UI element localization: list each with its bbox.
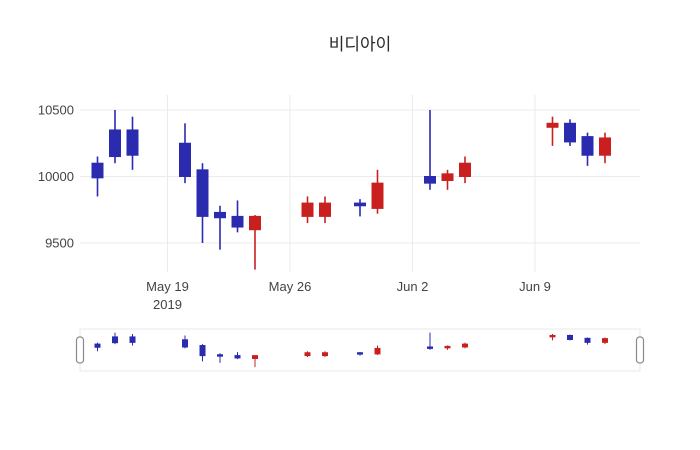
rs-candle-2019-05-20 — [182, 335, 188, 349]
rs-candle-2019-06-12 — [584, 337, 591, 345]
candle-body — [301, 202, 314, 217]
candle-2019-05-22 — [214, 205, 226, 250]
plot-area — [80, 95, 640, 272]
candle-body — [546, 122, 559, 128]
rs-candle-2019-06-11 — [567, 334, 573, 341]
candle-body — [371, 182, 384, 209]
rs-candle-2019-05-17 — [129, 334, 136, 346]
x-tick-label: May 19 — [146, 279, 189, 294]
candle-body — [319, 202, 331, 217]
chart-title: 비디아이 — [328, 35, 392, 54]
candle-2019-05-15 — [91, 156, 104, 197]
rs-candle-body — [322, 352, 328, 357]
rs-candle-body — [602, 338, 608, 343]
x-tick-label: Jun 9 — [519, 279, 551, 294]
range-slider-track[interactable] — [79, 328, 641, 372]
rs-candle-body — [234, 355, 241, 359]
candle-2019-05-30 — [354, 199, 366, 217]
candle-2019-05-17 — [126, 116, 139, 170]
y-tick-label: 10000 — [38, 169, 74, 184]
candle-body — [599, 137, 611, 156]
range-slider-handle-left[interactable] — [75, 336, 85, 364]
candle-2019-06-13 — [599, 132, 611, 164]
rs-candle-body — [304, 352, 311, 357]
candle-body — [459, 162, 471, 177]
candle-2019-06-05 — [459, 156, 471, 184]
candle-2019-06-10 — [546, 116, 559, 146]
candle-body — [179, 142, 191, 177]
rs-candle-2019-06-05 — [462, 342, 468, 349]
rs-candle-body — [444, 345, 451, 349]
candle-2019-05-20 — [179, 123, 191, 184]
candle-2019-06-03 — [424, 110, 436, 190]
rs-candle-body — [199, 345, 206, 357]
candle-body — [109, 129, 121, 158]
candle-2019-05-31 — [371, 169, 384, 214]
rs-candle-body — [374, 347, 381, 355]
rs-candle-body — [567, 334, 573, 340]
candle-2019-05-21 — [196, 163, 209, 243]
rs-candle-body — [584, 337, 591, 343]
rs-candle-2019-05-31 — [374, 345, 381, 356]
rs-candle-body — [217, 354, 223, 357]
x-tick-year-label: 2019 — [153, 297, 182, 312]
rs-candle-body — [549, 334, 556, 338]
candle-body — [196, 169, 209, 217]
rs-candle-body — [462, 343, 468, 348]
rs-candle-body — [427, 346, 433, 349]
candle-body — [126, 129, 139, 156]
rs-candle-2019-05-24 — [252, 355, 258, 368]
rs-candle-2019-05-23 — [234, 352, 241, 360]
candle-body — [441, 173, 454, 181]
rs-candle-2019-05-30 — [357, 351, 363, 356]
rs-candle-2019-05-15 — [94, 342, 101, 352]
candle-2019-05-24 — [249, 215, 261, 270]
candle-2019-05-28 — [319, 196, 331, 224]
candle-body — [581, 136, 594, 156]
rs-candle-2019-05-27 — [304, 351, 311, 358]
candle-body — [231, 215, 244, 228]
candle-body — [564, 122, 576, 143]
candle-2019-06-12 — [581, 132, 594, 166]
candle-body — [354, 202, 366, 207]
rs-candle-2019-05-21 — [199, 344, 206, 362]
y-tick-label: 9500 — [45, 236, 74, 251]
candle-body — [214, 211, 226, 219]
rs-candle-2019-05-16 — [112, 332, 118, 345]
rs-candle-2019-06-10 — [549, 334, 556, 341]
candle-body — [91, 162, 104, 179]
x-tick-label: May 26 — [269, 279, 312, 294]
rs-candle-body — [112, 336, 118, 344]
rs-candle-body — [129, 336, 136, 343]
rs-candle-2019-05-22 — [217, 353, 223, 363]
rs-candle-2019-06-03 — [427, 332, 433, 350]
rs-candle-2019-05-28 — [322, 351, 328, 358]
rs-candle-body — [182, 339, 188, 348]
rs-candle-body — [357, 352, 363, 355]
candle-body — [424, 176, 436, 184]
candle-2019-05-16 — [109, 110, 121, 164]
rs-candle-2019-06-13 — [602, 337, 608, 345]
y-tick-label: 10500 — [38, 103, 74, 118]
candle-2019-06-11 — [564, 119, 576, 146]
x-tick-label: Jun 2 — [397, 279, 429, 294]
rs-candle-body — [252, 355, 258, 359]
candle-2019-05-27 — [301, 196, 314, 224]
candle-body — [249, 215, 261, 231]
rs-candle-2019-06-04 — [444, 345, 451, 350]
candle-2019-05-23 — [231, 200, 244, 233]
rs-candle-body — [94, 343, 101, 348]
candle-2019-06-04 — [441, 169, 454, 190]
range-slider-handle-right[interactable] — [635, 336, 645, 364]
